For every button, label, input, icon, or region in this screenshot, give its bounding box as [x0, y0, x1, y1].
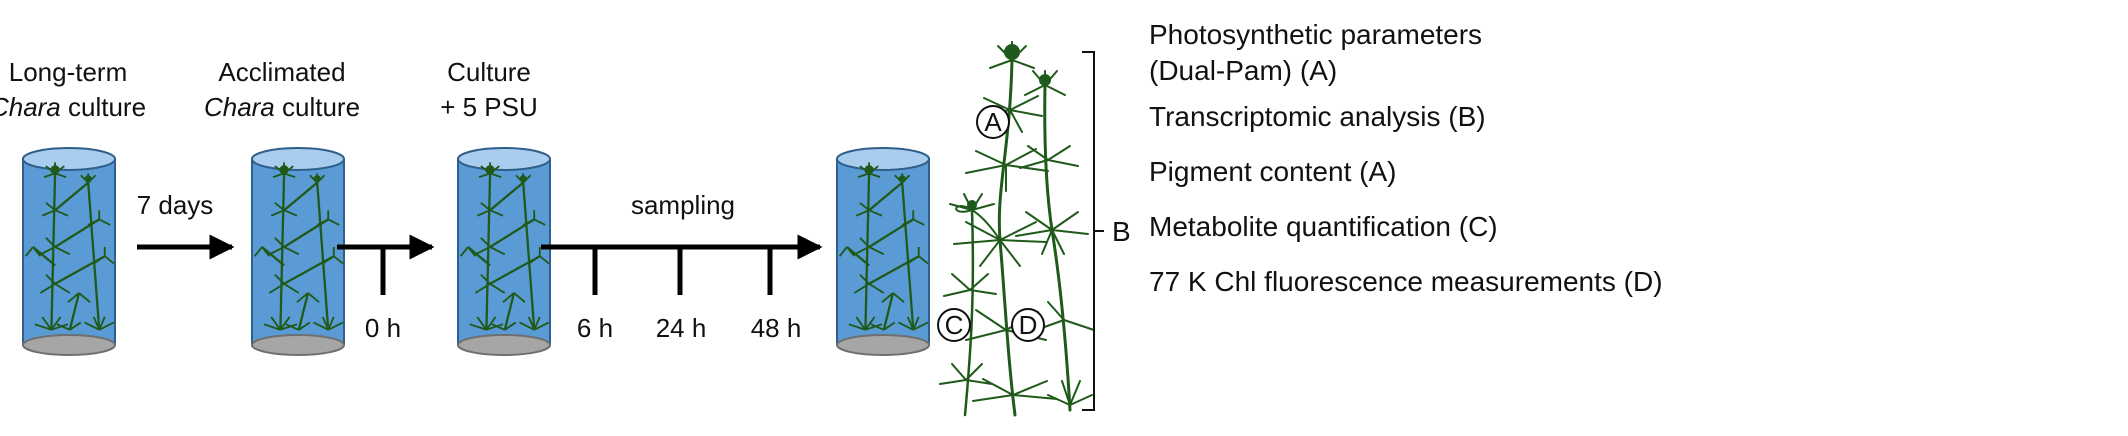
svg-text:Long-term: Long-term: [9, 57, 128, 87]
bracket-label: B: [1112, 216, 1131, 247]
outputs-bracket: [1082, 51, 1104, 411]
svg-text:Photosynthetic parameters: Photosynthetic parameters: [1149, 19, 1482, 50]
time-48h: 48 h: [751, 313, 802, 343]
svg-text:A: A: [984, 107, 1002, 137]
output-pigment: Pigment content (A): [1149, 156, 1396, 187]
svg-text:D: D: [1019, 310, 1038, 340]
stage-label-acclimated: Acclimated Chara culture: [204, 57, 360, 122]
stage-label-salt: Culture + 5 PSU: [440, 57, 538, 122]
svg-text:Acclimated: Acclimated: [218, 57, 345, 87]
culture-cylinder-acclimated: [252, 148, 344, 355]
svg-text:(Dual-Pam) (A): (Dual-Pam) (A): [1149, 55, 1337, 86]
culture-cylinder-long-term: [23, 148, 115, 355]
plant-marker-c: C: [937, 308, 971, 342]
svg-text:Chara culture: Chara culture: [0, 92, 146, 122]
time-0h: 0 h: [365, 313, 401, 343]
output-metabolite: Metabolite quantification (C): [1149, 211, 1498, 242]
stage-label-long-term: Long-term Chara culture: [0, 57, 146, 122]
plant-marker-d: D: [1011, 308, 1045, 342]
culture-cylinder-sampled: [837, 148, 929, 355]
label-sampling: sampling: [631, 190, 735, 220]
chara-plant-illustration: [939, 41, 1095, 417]
svg-text:+ 5 PSU: + 5 PSU: [440, 92, 538, 122]
time-24h: 24 h: [656, 313, 707, 343]
svg-text:Culture: Culture: [447, 57, 531, 87]
label-7-days: 7 days: [137, 190, 214, 220]
output-transcriptomic: Transcriptomic analysis (B): [1149, 101, 1486, 132]
svg-text:C: C: [945, 310, 964, 340]
svg-text:Chara culture: Chara culture: [204, 92, 360, 122]
output-77k-fluorescence: 77 K Chl fluorescence measurements (D): [1149, 266, 1663, 297]
culture-cylinder-salt: [458, 148, 550, 355]
plant-marker-a: A: [976, 105, 1010, 139]
time-6h: 6 h: [577, 313, 613, 343]
output-photosynthetic: Photosynthetic parameters (Dual-Pam) (A): [1149, 19, 1482, 86]
